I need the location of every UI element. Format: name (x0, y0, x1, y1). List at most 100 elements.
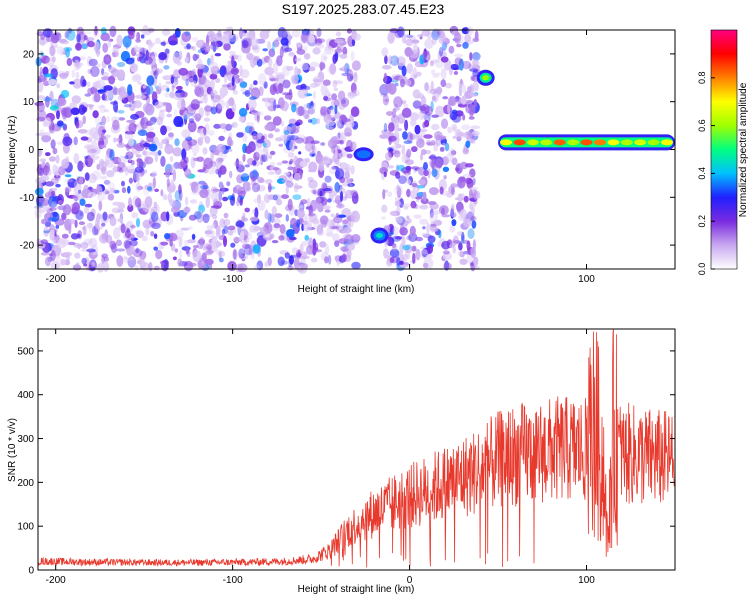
spectrogram-noise-blob (218, 189, 223, 202)
spectrogram-noise-blob (250, 176, 256, 182)
spectrogram-noise-blob (87, 173, 97, 184)
spectrogram-noise-blob (269, 150, 276, 156)
spectrogram-noise-blob (70, 107, 80, 116)
spectrogram-noise-blob (107, 38, 112, 48)
spectrogram-noise-blob (402, 131, 408, 140)
spectrogram-noise-blob (341, 227, 352, 234)
spectrogram-noise-blob (281, 194, 289, 200)
spectrogram-noise-blob (191, 68, 196, 75)
spectrogram-noise-blob (210, 42, 219, 51)
spectrogram-noise-blob (134, 264, 139, 272)
spectrogram-noise-blob (166, 178, 170, 188)
spectrogram-noise-blob (96, 163, 100, 171)
spectrogram-noise-blob (181, 31, 192, 43)
spectrogram-noise-blob (186, 43, 191, 50)
spectrogram-noise-blob (329, 166, 337, 175)
spectrogram-noise-blob (429, 221, 438, 231)
spectrogram-noise-blob (146, 75, 155, 86)
spectrogram-noise-blob (313, 78, 321, 83)
spectrogram-noise-blob (65, 47, 70, 58)
spectrogram-noise-blob (55, 224, 60, 229)
spectrogram-noise-blob (263, 115, 272, 121)
spectrogram-noise-blob (239, 230, 245, 241)
spectrogram-noise-blob (271, 205, 277, 216)
spectrogram-noise-blob (471, 220, 477, 229)
spectrogram-noise-blob (170, 206, 180, 213)
spectrogram-noise-blob (452, 126, 457, 133)
spectrogram-noise-blob (394, 119, 400, 130)
spectrogram-noise-blob (288, 52, 295, 57)
spectrogram-noise-blob (83, 34, 88, 41)
spectrogram-noise-blob (83, 31, 92, 35)
spectrogram-noise-blob (308, 161, 318, 173)
spectrogram-noise-blob (208, 61, 219, 72)
spectrogram-noise-blob (86, 248, 96, 253)
spectrogram-noise-blob (215, 168, 220, 175)
spectrogram-noise-blob (289, 236, 297, 241)
spectrogram-noise-blob (78, 104, 86, 115)
spectrogram-noise-blob (350, 213, 357, 221)
spectrogram-noise-blob (336, 119, 345, 129)
spectrogram-noise-blob (34, 101, 45, 107)
spectrogram-noise-blob (412, 43, 418, 55)
spectrogram-noise-blob (450, 150, 457, 156)
spectrogram-noise-blob (247, 157, 254, 166)
spectrogram-noise-blob (98, 226, 104, 230)
spectrogram-noise-blob (215, 77, 221, 83)
spectrogram-noise-blob (422, 114, 426, 119)
spectrogram-noise-blob (448, 45, 455, 54)
spectrogram-noise-blob (137, 81, 143, 86)
spectrogram-noise-blob (345, 120, 355, 129)
spectrogram-noise-blob (439, 146, 445, 152)
spectrogram-y-tick-label: 20 (23, 49, 35, 60)
spectrogram-noise-blob (83, 263, 88, 267)
spectrogram-noise-blob (409, 225, 416, 237)
spectrogram-noise-blob (286, 65, 294, 71)
spectrogram-noise-blob (203, 157, 214, 169)
spectrogram-noise-blob (413, 74, 418, 79)
spectrogram-noise-blob (351, 38, 356, 47)
spectrogram-noise-blob (267, 256, 272, 267)
spectrogram-noise-blob (160, 189, 164, 197)
spectrogram-noise-blob (188, 226, 193, 230)
spectrogram-noise-blob (306, 102, 312, 109)
spectrogram-noise-blob (235, 220, 245, 228)
spectrogram-noise-blob (474, 30, 479, 41)
spectrogram-noise-blob (164, 143, 174, 155)
spectrogram-noise-blob (71, 69, 76, 78)
spectrogram-noise-blob (297, 88, 308, 99)
spectrogram-noise-blob (211, 223, 216, 229)
spectrogram-noise-blob (311, 218, 320, 225)
spectrogram-noise-blob (88, 58, 98, 67)
spectrogram-noise-blob (101, 255, 106, 265)
spectrogram-noise-blob (68, 224, 72, 235)
spectrogram-noise-blob (174, 138, 180, 147)
spectrogram-noise-blob (421, 232, 428, 237)
spectrogram-noise-blob (154, 69, 158, 80)
spectrogram-noise-blob (82, 225, 87, 236)
spectrogram-noise-blob (349, 183, 353, 188)
spectrogram-noise-blob (142, 200, 150, 207)
spectrogram-noise-blob (215, 249, 223, 255)
spectrogram-noise-blob (429, 61, 434, 67)
spectrogram-noise-blob (284, 102, 288, 112)
spectrogram-noise-blob (287, 166, 295, 171)
spectrogram-noise-blob (431, 168, 438, 178)
spectrogram-noise-blob (75, 121, 80, 129)
spectrogram-noise-blob (99, 233, 109, 244)
spectrogram-noise-blob (231, 121, 238, 128)
spectrogram-noise-blob (438, 46, 444, 57)
spectrogram-noise-blob (459, 132, 464, 137)
spectrogram-noise-blob (410, 200, 417, 209)
spectrogram-noise-blob (411, 146, 418, 153)
spectrogram-noise-blob (447, 102, 451, 114)
spectrogram-noise-blob (39, 66, 43, 76)
spectrogram-noise-blob (62, 136, 73, 147)
spectrogram-carrier-peak (553, 139, 566, 146)
spectrogram-noise-blob (225, 26, 230, 36)
spectrogram-noise-blob (56, 110, 60, 120)
spectrogram-noise-blob (350, 234, 361, 243)
spectrogram-noise-blob (331, 190, 337, 197)
spectrogram-noise-blob (398, 175, 407, 184)
spectrogram-noise-blob (293, 155, 299, 166)
